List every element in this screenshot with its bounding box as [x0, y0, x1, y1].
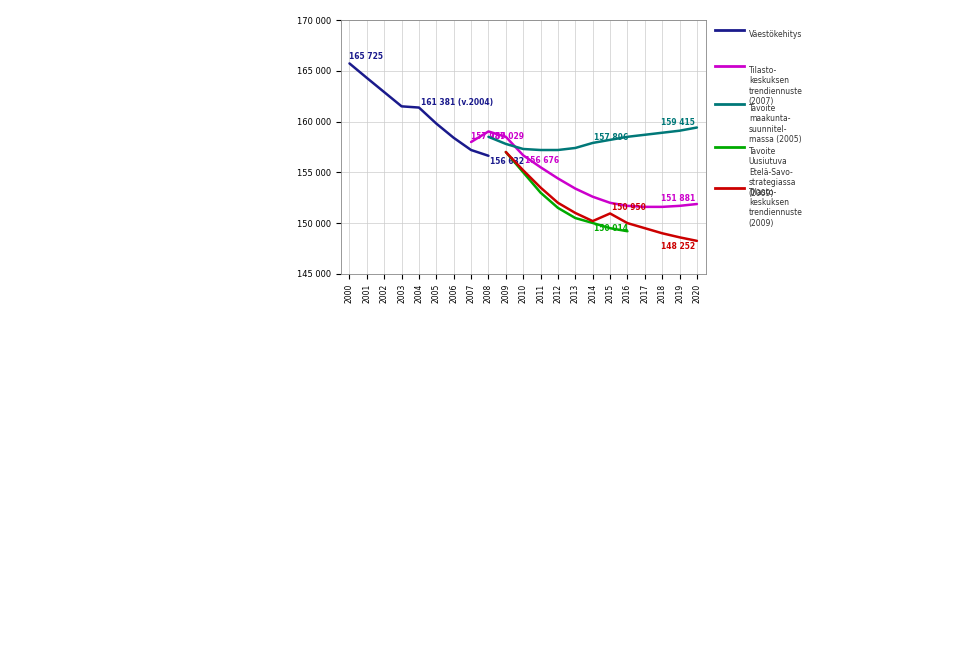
Text: 157 896: 157 896 — [594, 133, 629, 142]
Text: 156 676: 156 676 — [525, 156, 559, 166]
Text: 151 881: 151 881 — [660, 194, 695, 203]
Text: Tavoite
maakunta-
suunnitel-
massa (2005): Tavoite maakunta- suunnitel- massa (2005… — [749, 104, 802, 144]
Text: 150 950: 150 950 — [612, 204, 646, 212]
Text: Tilasto-
keskuksen
trendiennuste
(2009): Tilasto- keskuksen trendiennuste (2009) — [749, 188, 803, 228]
Text: 165 725: 165 725 — [349, 52, 383, 61]
Text: Tilasto-
keskuksen
trendiennuste
(2007): Tilasto- keskuksen trendiennuste (2007) — [749, 65, 803, 106]
Text: 159 415: 159 415 — [661, 118, 695, 126]
Text: 157 987: 157 987 — [471, 132, 506, 141]
Text: 161 381 (v.2004): 161 381 (v.2004) — [420, 98, 492, 106]
Text: 150 014: 150 014 — [594, 224, 629, 233]
Text: Tavoite
Uusiutuva
Etelä-Savo-
strategiassa
(2009): Tavoite Uusiutuva Etelä-Savo- strategias… — [749, 147, 796, 198]
Text: 156 632: 156 632 — [491, 157, 524, 166]
Text: 148 252: 148 252 — [661, 242, 695, 251]
Text: 159 029: 159 029 — [491, 132, 524, 142]
Text: Väestökehitys: Väestökehitys — [749, 30, 803, 39]
